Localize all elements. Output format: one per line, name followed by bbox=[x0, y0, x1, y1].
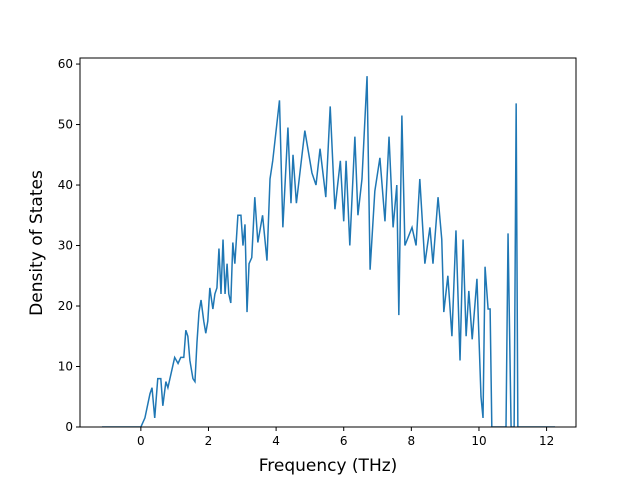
x-tick-label: 6 bbox=[340, 434, 348, 448]
x-tick-label: 4 bbox=[272, 434, 280, 448]
x-tick-label: 2 bbox=[205, 434, 213, 448]
x-tick-label: 10 bbox=[471, 434, 486, 448]
y-tick-label: 30 bbox=[58, 239, 73, 253]
y-axis-label: Density of States bbox=[27, 170, 47, 316]
y-tick-label: 0 bbox=[65, 420, 73, 434]
y-tick-label: 50 bbox=[58, 118, 73, 132]
x-tick-label: 12 bbox=[539, 434, 554, 448]
y-tick-label: 60 bbox=[58, 57, 73, 71]
x-tick-label: 8 bbox=[408, 434, 416, 448]
y-tick-label: 10 bbox=[58, 360, 73, 374]
y-tick-label: 20 bbox=[58, 299, 73, 313]
x-tick-label: 0 bbox=[137, 434, 145, 448]
y-tick-label: 40 bbox=[58, 178, 73, 192]
x-axis-label: Frequency (THz) bbox=[259, 456, 398, 476]
data-line bbox=[101, 76, 556, 427]
plot-frame bbox=[79, 57, 577, 428]
